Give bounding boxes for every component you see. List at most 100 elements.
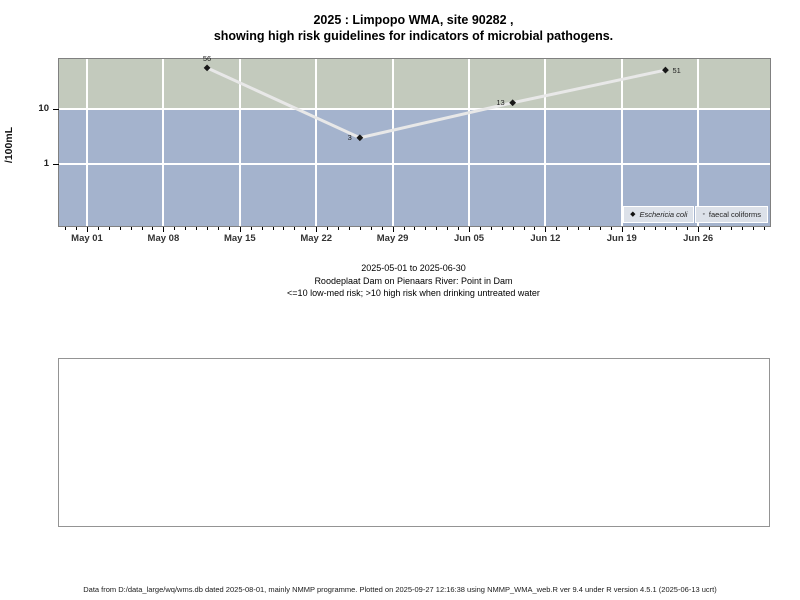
x-gridline bbox=[620, 59, 623, 226]
x-minor-tick bbox=[589, 227, 591, 230]
x-tick-label: May 29 bbox=[376, 233, 409, 244]
chart-title-line1: 2025 : Limpopo WMA, site 90282 , bbox=[313, 13, 514, 27]
x-major-tick bbox=[469, 227, 470, 232]
x-major-tick bbox=[545, 227, 547, 232]
x-minor-tick bbox=[250, 227, 252, 230]
x-minor-tick bbox=[447, 227, 449, 230]
x-minor-tick bbox=[185, 227, 187, 230]
chart-legend: ◆ Eschericia coli ◦ faecal coliforms bbox=[623, 206, 768, 223]
x-minor-tick bbox=[359, 227, 361, 230]
x-tick-label: May 22 bbox=[300, 233, 333, 244]
x-minor-tick bbox=[217, 227, 219, 230]
x-minor-tick bbox=[207, 227, 209, 230]
x-minor-tick bbox=[490, 227, 492, 230]
legend-item-faecal: ◦ faecal coliforms bbox=[695, 206, 768, 223]
data-point-label: 51 bbox=[672, 65, 681, 75]
x-minor-tick bbox=[741, 227, 743, 230]
x-minor-tick bbox=[643, 227, 645, 230]
x-minor-tick bbox=[425, 227, 427, 230]
chart-title-line2: showing high risk guidelines for indicat… bbox=[213, 29, 614, 43]
subtitle-risk-note: <=10 low-med risk; >10 high risk when dr… bbox=[287, 288, 540, 298]
x-minor-tick bbox=[654, 227, 656, 230]
x-minor-tick bbox=[436, 227, 438, 230]
x-minor-tick bbox=[512, 227, 514, 230]
x-minor-tick bbox=[523, 227, 525, 230]
y-tick-label: 10 bbox=[38, 103, 49, 114]
chart-title: 2025 : Limpopo WMA, site 90282 , showing… bbox=[58, 12, 769, 44]
subtitle-period: 2025-05-01 to 2025-06-30 bbox=[361, 263, 466, 273]
x-tick-label: May 15 bbox=[223, 233, 256, 244]
x-minor-tick bbox=[272, 227, 274, 230]
x-tick-label: Jun 26 bbox=[683, 233, 714, 244]
y-tick bbox=[53, 109, 59, 110]
open-circle-icon: ◦ bbox=[702, 211, 705, 218]
y-gridline bbox=[59, 108, 770, 110]
x-minor-tick bbox=[283, 227, 285, 230]
x-major-tick bbox=[698, 227, 700, 232]
data-point-label: 56 bbox=[202, 53, 212, 63]
footer-provenance: Data from D:/data_large/wq/wms.db dated … bbox=[83, 585, 717, 594]
x-minor-tick bbox=[141, 227, 143, 230]
legend-label-ecoli: Eschericia coli bbox=[639, 210, 688, 219]
x-minor-tick bbox=[567, 227, 569, 230]
x-tick-label: Jun 19 bbox=[606, 233, 637, 244]
x-minor-tick bbox=[119, 227, 121, 230]
x-minor-tick bbox=[327, 227, 329, 230]
data-point-label: 13 bbox=[496, 98, 505, 108]
x-minor-tick bbox=[130, 227, 132, 230]
filled-diamond-icon: ◆ bbox=[630, 211, 636, 218]
x-minor-tick bbox=[381, 227, 383, 230]
x-minor-tick bbox=[458, 227, 460, 230]
x-minor-tick bbox=[599, 227, 601, 230]
x-minor-tick bbox=[196, 227, 198, 230]
series-line-layer bbox=[203, 64, 669, 142]
x-minor-tick bbox=[556, 227, 558, 230]
plot-area: May 01 May 08 May 15 May 22 May 29 Jun 05 Jun … bbox=[38, 54, 771, 244]
subtitle-site: Roodeplaat Dam on Pienaars River: Point … bbox=[314, 275, 513, 286]
x-major-tick bbox=[239, 227, 241, 232]
x-tick-label: May 08 bbox=[147, 233, 180, 244]
x-major-tick bbox=[163, 227, 165, 232]
x-tick-label: Jun 05 bbox=[453, 233, 485, 244]
legend-item-ecoli: ◆ Eschericia coli bbox=[623, 206, 695, 223]
x-minor-tick bbox=[305, 227, 307, 230]
x-minor-tick bbox=[687, 227, 689, 230]
x-tick-label: Jun 12 bbox=[530, 233, 561, 244]
x-tick-label: May 01 bbox=[71, 233, 103, 244]
x-minor-tick bbox=[763, 227, 765, 230]
x-gridline bbox=[391, 59, 394, 226]
x-minor-tick bbox=[479, 227, 481, 230]
x-major-tick bbox=[316, 227, 318, 232]
x-minor-tick bbox=[676, 227, 678, 230]
x-minor-tick bbox=[261, 227, 263, 230]
x-minor-tick bbox=[730, 227, 732, 230]
x-minor-tick bbox=[752, 227, 754, 230]
high-risk-band bbox=[59, 59, 770, 109]
x-minor-tick bbox=[632, 227, 634, 230]
x-minor-tick bbox=[294, 227, 296, 230]
x-minor-tick bbox=[174, 227, 176, 230]
y-tick bbox=[53, 164, 59, 165]
x-minor-tick bbox=[108, 227, 110, 230]
x-minor-tick bbox=[501, 227, 503, 230]
x-minor-tick bbox=[665, 227, 667, 230]
x-major-tick bbox=[87, 227, 88, 232]
x-gridline bbox=[468, 59, 470, 226]
y-tick-label: 1 bbox=[43, 158, 49, 169]
x-minor-tick bbox=[65, 227, 67, 230]
data-point-marker bbox=[356, 134, 364, 142]
data-point-label: 3 bbox=[347, 133, 352, 143]
x-minor-tick bbox=[76, 227, 78, 230]
x-minor-tick bbox=[348, 227, 350, 230]
data-point-marker bbox=[509, 99, 517, 107]
x-gridline bbox=[697, 59, 700, 226]
x-minor-tick bbox=[403, 227, 405, 230]
plot-layers: May 01 May 08 May 15 May 22 May 29 Jun 05 Jun … bbox=[38, 54, 770, 244]
x-gridline bbox=[162, 59, 165, 226]
x-minor-tick bbox=[610, 227, 612, 230]
x-minor-tick bbox=[578, 227, 580, 230]
data-point-marker bbox=[662, 66, 669, 74]
x-minor-tick bbox=[152, 227, 154, 230]
y-gridline bbox=[59, 163, 770, 165]
legend-label-faecal: faecal coliforms bbox=[708, 210, 761, 219]
